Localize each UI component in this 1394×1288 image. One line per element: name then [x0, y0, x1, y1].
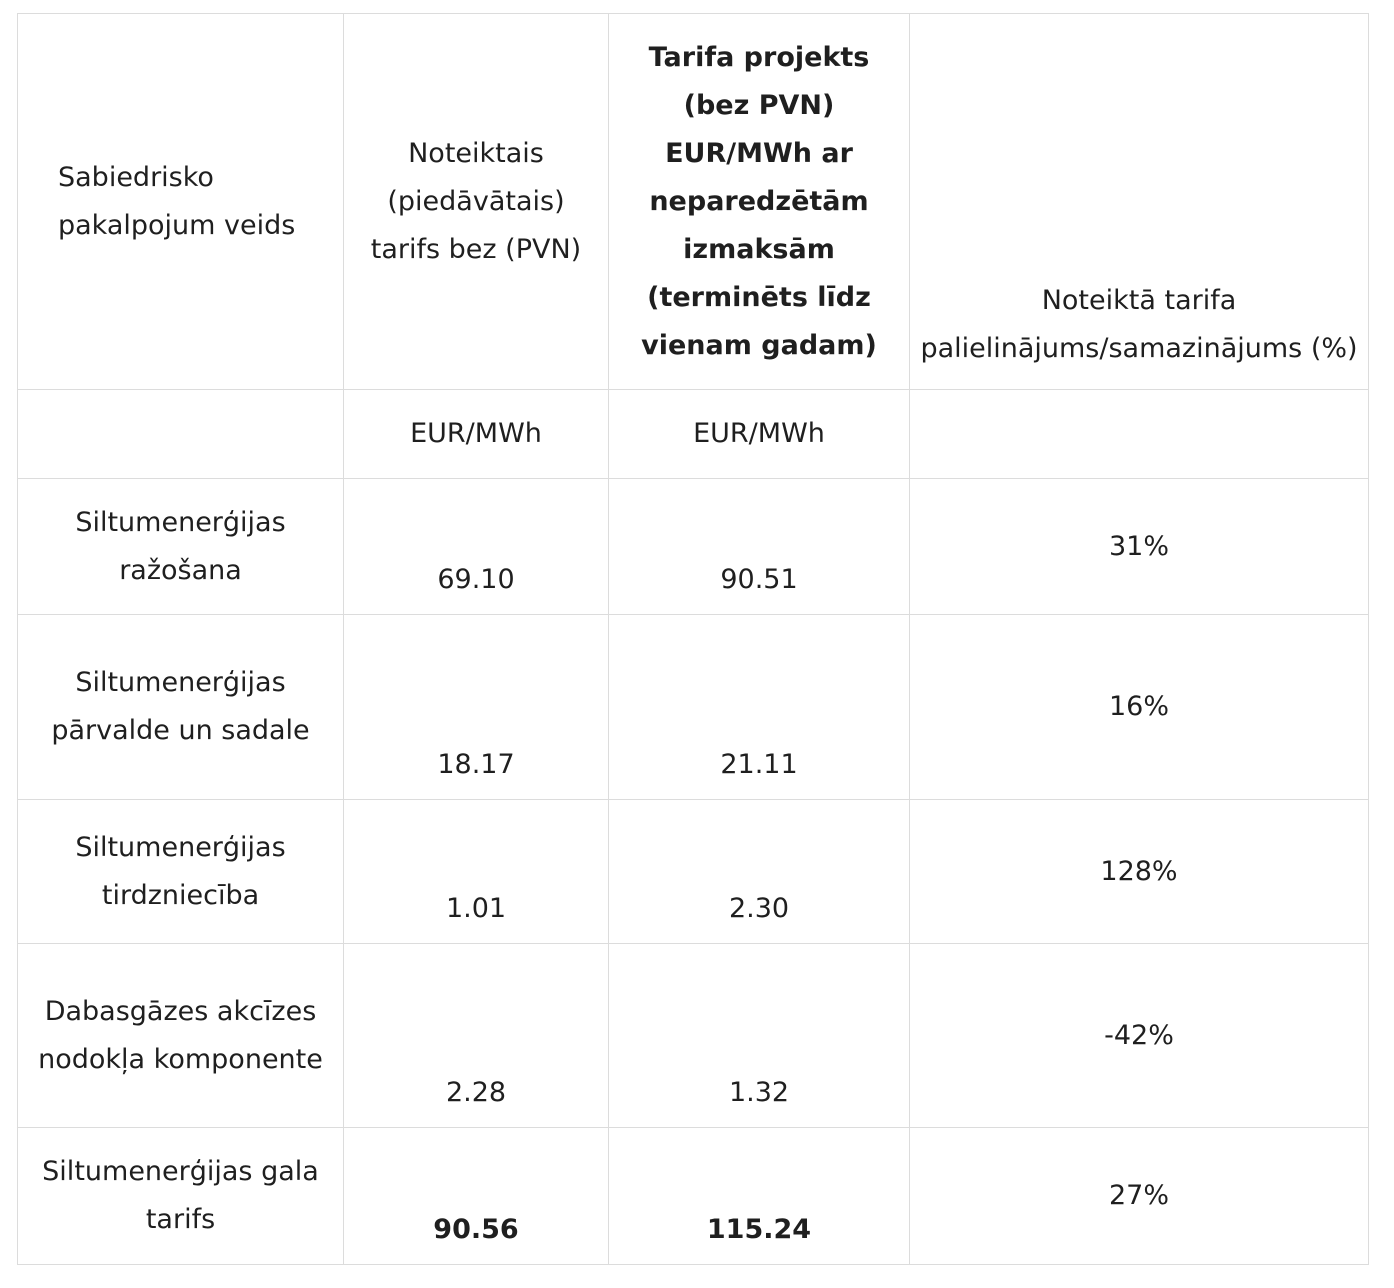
header-set-tariff: Noteiktais (piedāvātais) tarifs bez (PVN… — [343, 13, 609, 390]
table-row: Siltumenerģijas pārvalde un sadale 18.17… — [17, 614, 1369, 800]
unit-draft-tariff: EUR/MWh — [608, 389, 910, 479]
service-label: Siltumenerģijas ražošana — [17, 478, 344, 615]
table-row: Dabasgāzes akcīzes nodokļa komponente 2.… — [17, 943, 1369, 1128]
unit-change-pct — [909, 389, 1369, 479]
set-tariff-value: 2.28 — [343, 943, 609, 1128]
table-row: Siltumenerģijas tirdzniecība 1.01 2.30 1… — [17, 799, 1369, 944]
draft-tariff-value: 2.30 — [608, 799, 910, 944]
change-pct-value: 31% — [909, 478, 1369, 615]
tariff-table: Sabiedrisko pakalpojum veids Noteiktais … — [17, 13, 1369, 1265]
service-label: Siltumenerģijas pārvalde un sadale — [17, 614, 344, 800]
draft-tariff-total-value: 115.24 — [608, 1127, 910, 1265]
header-draft-tariff: Tarifa projekts (bez PVN) EUR/MWh ar nep… — [608, 13, 910, 390]
change-pct-value: 16% — [909, 614, 1369, 800]
service-label: Siltumenerģijas gala tarifs — [17, 1127, 344, 1265]
draft-tariff-value: 90.51 — [608, 478, 910, 615]
change-pct-value: 128% — [909, 799, 1369, 944]
draft-tariff-value: 21.11 — [608, 614, 910, 800]
change-pct-total-value: 27% — [909, 1127, 1369, 1265]
header-row: Sabiedrisko pakalpojum veids Noteiktais … — [17, 13, 1369, 390]
unit-set-tariff: EUR/MWh — [343, 389, 609, 479]
set-tariff-total-value: 90.56 — [343, 1127, 609, 1265]
units-row: EUR/MWh EUR/MWh — [17, 389, 1369, 479]
service-label: Dabasgāzes akcīzes nodokļa komponente — [17, 943, 344, 1128]
draft-tariff-value: 1.32 — [608, 943, 910, 1128]
set-tariff-value: 18.17 — [343, 614, 609, 800]
table-row-total: Siltumenerģijas gala tarifs 90.56 115.24… — [17, 1127, 1369, 1265]
header-change-pct: Noteiktā tarifa palielinājums/samazināju… — [909, 13, 1369, 390]
unit-service-type — [17, 389, 344, 479]
header-service-type: Sabiedrisko pakalpojum veids — [17, 13, 344, 390]
set-tariff-value: 1.01 — [343, 799, 609, 944]
table-row: Siltumenerģijas ražošana 69.10 90.51 31% — [17, 478, 1369, 615]
change-pct-value: -42% — [909, 943, 1369, 1128]
service-label: Siltumenerģijas tirdzniecība — [17, 799, 344, 944]
set-tariff-value: 69.10 — [343, 478, 609, 615]
